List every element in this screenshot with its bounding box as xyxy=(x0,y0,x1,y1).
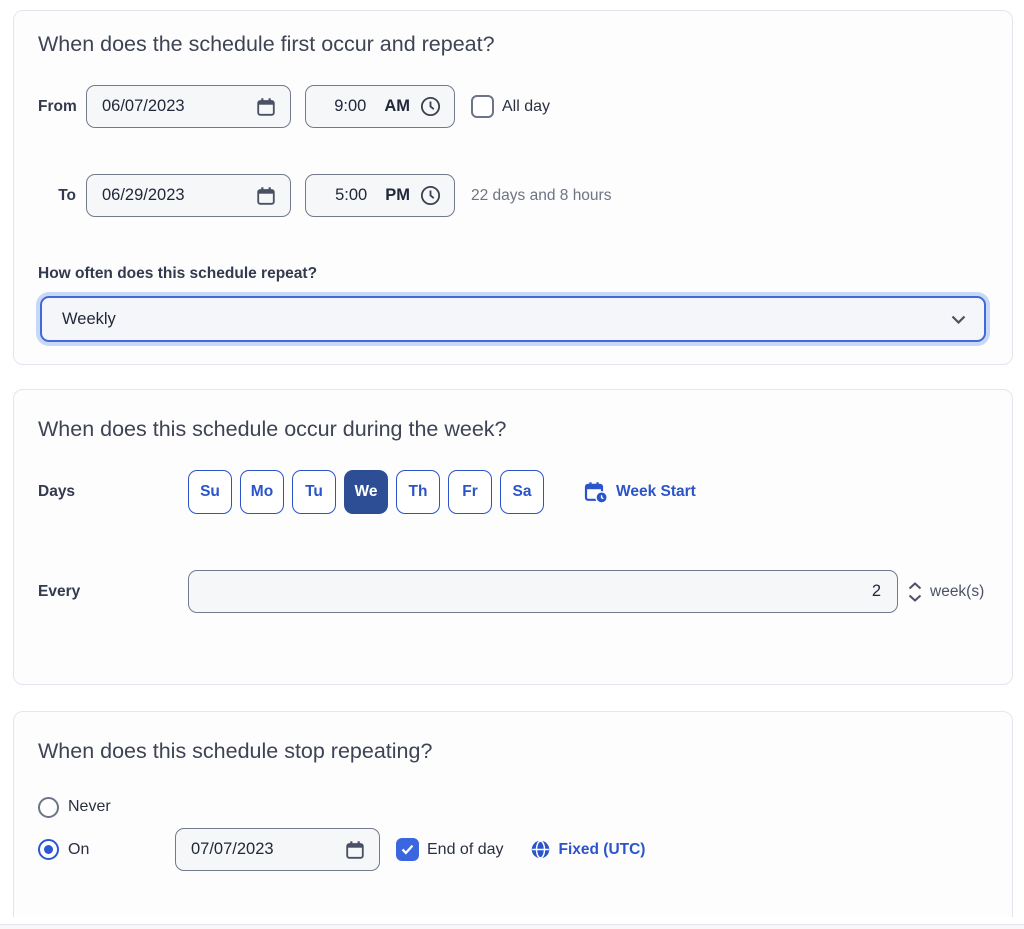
all-day-checkbox[interactable] xyxy=(471,95,494,118)
occurrence-title: When does the schedule first occur and r… xyxy=(38,32,495,56)
week-start-label: Week Start xyxy=(616,483,696,500)
day-button-wednesday[interactable]: We xyxy=(344,470,388,514)
clock-icon[interactable] xyxy=(419,95,442,118)
days-label: Days xyxy=(38,483,76,500)
to-label: To xyxy=(58,186,76,204)
weekly-title: When does this schedule occur during the… xyxy=(38,417,507,441)
globe-icon xyxy=(530,839,551,860)
every-stepper xyxy=(908,581,922,602)
all-day-label: All day xyxy=(502,97,551,115)
day-button-saturday[interactable]: Sa xyxy=(500,470,544,514)
from-row: From 06/07/2023 9:00 AM xyxy=(38,85,988,128)
to-row: To 06/29/2023 5:00 PM xyxy=(38,174,988,217)
chevron-down-icon xyxy=(951,315,966,324)
never-radio[interactable] xyxy=(38,796,59,818)
on-label: On xyxy=(68,840,90,858)
on-choice: On xyxy=(38,839,175,860)
calendar-icon[interactable] xyxy=(255,96,277,118)
from-label: From xyxy=(38,97,77,115)
to-date-value: 06/29/2023 xyxy=(102,186,185,204)
from-date-value: 06/07/2023 xyxy=(102,97,185,115)
clock-icon[interactable] xyxy=(419,184,442,207)
duration-text: 22 days and 8 hours xyxy=(471,186,612,204)
from-date-input[interactable]: 06/07/2023 xyxy=(86,85,291,128)
chevron-down-icon[interactable] xyxy=(908,594,922,602)
day-button-thursday[interactable]: Th xyxy=(396,470,440,514)
calendar-icon[interactable] xyxy=(255,185,277,207)
days-row: Days Su Mo Tu We Th Fr Sa xyxy=(38,470,988,514)
weekly-card: When does this schedule occur during the… xyxy=(13,389,1013,685)
repeat-frequency-value: Weekly xyxy=(62,309,116,328)
end-of-day-label: End of day xyxy=(427,840,504,858)
repeat-frequency-label: How often does this schedule repeat? xyxy=(38,265,318,282)
from-time-input[interactable]: 9:00 AM xyxy=(305,85,455,128)
timezone-link[interactable]: Fixed (UTC) xyxy=(530,839,646,860)
never-row: Never xyxy=(38,795,988,819)
chevron-up-icon[interactable] xyxy=(908,581,922,590)
day-button-friday[interactable]: Fr xyxy=(448,470,492,514)
every-input[interactable]: 2 xyxy=(188,570,898,613)
calendar-icon[interactable] xyxy=(344,839,366,861)
to-date-input[interactable]: 06/29/2023 xyxy=(86,174,291,217)
every-label: Every xyxy=(38,582,81,600)
from-meridiem: AM xyxy=(384,97,410,115)
day-button-sunday[interactable]: Su xyxy=(188,470,232,514)
day-button-group: Su Mo Tu We Th Fr Sa xyxy=(188,470,544,514)
to-meridiem: PM xyxy=(385,186,410,204)
stop-card: When does this schedule stop repeating? … xyxy=(13,711,1013,917)
calendar-clock-icon xyxy=(584,481,608,504)
every-unit-label: week(s) xyxy=(930,582,985,600)
check-icon xyxy=(401,844,414,855)
day-button-monday[interactable]: Mo xyxy=(240,470,284,514)
timezone-label: Fixed (UTC) xyxy=(558,840,646,858)
every-value: 2 xyxy=(871,582,881,600)
end-of-day-checkbox[interactable] xyxy=(396,838,419,861)
every-row: Every 2 week(s) xyxy=(38,570,988,613)
week-start-link[interactable]: Week Start xyxy=(584,481,696,504)
schedule-settings-page: When does the schedule first occur and r… xyxy=(0,10,1024,925)
end-date-value: 07/07/2023 xyxy=(191,840,274,858)
to-time-input[interactable]: 5:00 PM xyxy=(305,174,455,217)
page-bottom-strip xyxy=(0,925,1024,929)
never-label: Never xyxy=(68,798,111,815)
on-row: On 07/07/2023 End of day xyxy=(38,828,988,871)
occurrence-card: When does the schedule first occur and r… xyxy=(13,10,1013,365)
from-time-value: 9:00 xyxy=(334,97,367,115)
on-radio[interactable] xyxy=(38,839,59,860)
day-button-tuesday[interactable]: Tu xyxy=(292,470,336,514)
end-date-input[interactable]: 07/07/2023 xyxy=(175,828,380,871)
to-time-value: 5:00 xyxy=(335,186,368,204)
stop-title: When does this schedule stop repeating? xyxy=(38,739,433,763)
repeat-frequency-select[interactable]: Weekly xyxy=(40,296,986,342)
